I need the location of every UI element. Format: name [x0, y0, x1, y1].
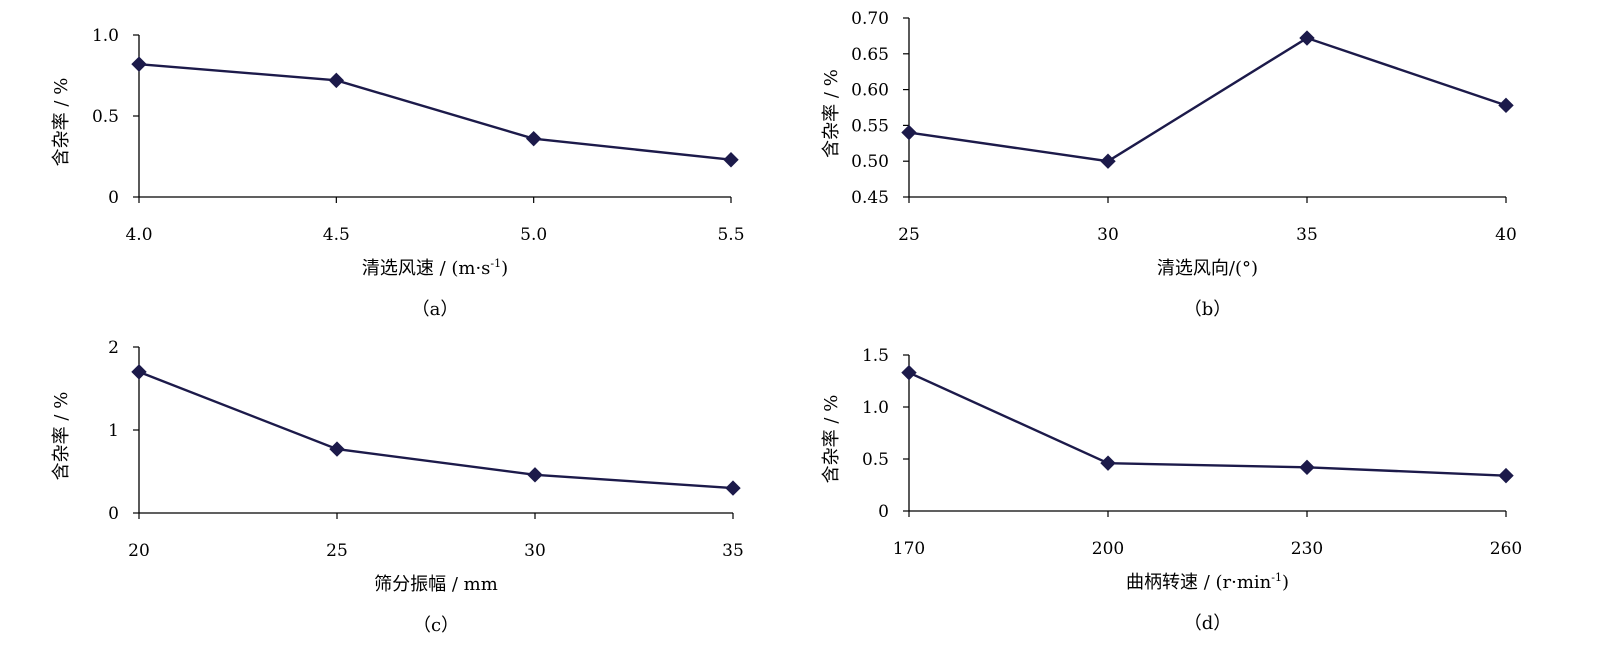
y-tick-label: 1.0 — [862, 398, 889, 418]
y-tick-label: 1.0 — [92, 26, 119, 46]
data-point — [1299, 459, 1315, 476]
data-point — [328, 72, 345, 89]
y-tick-label: 0.5 — [862, 450, 889, 470]
data-point — [723, 152, 739, 168]
panel-caption: （c） — [413, 615, 459, 636]
y-tick-label: 0 — [108, 188, 119, 208]
data-point — [1299, 30, 1315, 46]
x-tick-label: 230 — [1291, 539, 1323, 559]
data-point — [329, 441, 345, 457]
x-tick-label: 35 — [722, 541, 744, 561]
data-point — [901, 364, 917, 381]
x-axis-title: 清选风向/(°) — [1157, 258, 1258, 279]
data-point — [1498, 467, 1514, 484]
x-tick-label: 260 — [1490, 539, 1522, 559]
y-axis-title: 含杂率 / % — [821, 69, 842, 158]
x-tick-label: 4.0 — [125, 225, 152, 245]
y-axis-title: 含杂率 / % — [51, 392, 72, 481]
x-tick-label: 200 — [1092, 539, 1124, 559]
y-tick-label: 0.45 — [851, 188, 889, 208]
y-tick-label: 1.5 — [862, 346, 889, 366]
y-tick-label: 1 — [108, 421, 119, 441]
panel-caption: （b） — [1184, 299, 1232, 320]
data-point — [525, 130, 542, 147]
panel-caption: （a） — [412, 299, 459, 320]
y-tick-label: 2 — [108, 338, 119, 358]
y-tick-label: 0 — [108, 504, 119, 524]
x-tick-label: 4.5 — [323, 225, 350, 245]
y-tick-label: 0.70 — [851, 9, 889, 29]
chart-panel-d: 0 0.5 1.0 1.5 170 200 230 260 曲柄转速 / (r·min-1) 含杂… — [821, 346, 1522, 634]
y-tick-label: 0.60 — [851, 81, 889, 101]
x-tick-label: 30 — [524, 541, 546, 561]
x-axis-title: 筛分振幅 / mm — [374, 574, 498, 595]
y-tick-label: 0.5 — [92, 107, 119, 127]
x-tick-label: 170 — [893, 539, 925, 559]
y-tick-label: 0 — [878, 502, 889, 522]
series-line — [138, 370, 734, 490]
series-line — [138, 62, 732, 161]
x-axis-title: 清选风速 / (m·s-1) — [362, 257, 508, 279]
data-point — [131, 56, 147, 72]
x-tick-label: 25 — [898, 225, 920, 245]
data-point — [1498, 97, 1514, 114]
y-tick-label: 0.65 — [851, 45, 889, 65]
panel-caption: （d） — [1184, 613, 1232, 634]
data-point — [131, 364, 147, 380]
data-point — [1100, 455, 1116, 471]
y-tick-label: 0.50 — [851, 152, 889, 172]
x-tick-label: 40 — [1495, 225, 1517, 245]
series-line — [908, 36, 1507, 163]
x-tick-label: 5.0 — [520, 225, 547, 245]
chart-panel-b: 0.45 0.50 0.55 0.60 0.65 0.70 25 30 35 40 清选风向/(°)… — [821, 9, 1517, 320]
data-point — [725, 480, 741, 496]
series-line — [908, 371, 1507, 477]
chart-panel-a: 0 0.5 1.0 4.0 4.5 5.0 5.5 清选风速 / (m·s-1) 含杂率 / %… — [51, 26, 745, 320]
data-point — [901, 124, 917, 141]
y-tick-label: 0.55 — [851, 116, 889, 136]
x-tick-label: 25 — [326, 541, 348, 561]
x-tick-label: 5.5 — [717, 225, 744, 245]
x-axis-title: 曲柄转速 / (r·min-1) — [1126, 571, 1289, 593]
data-point — [1100, 153, 1116, 169]
y-axis-title: 含杂率 / % — [821, 395, 842, 484]
data-point — [527, 467, 543, 483]
x-tick-label: 35 — [1296, 225, 1318, 245]
x-tick-label: 30 — [1097, 225, 1119, 245]
x-tick-label: 20 — [128, 541, 150, 561]
y-axis-title: 含杂率 / % — [51, 78, 72, 167]
chart-panel-c: 0 1 2 20 25 30 35 筛分振幅 / mm 含杂率 / % （c） — [51, 338, 744, 636]
